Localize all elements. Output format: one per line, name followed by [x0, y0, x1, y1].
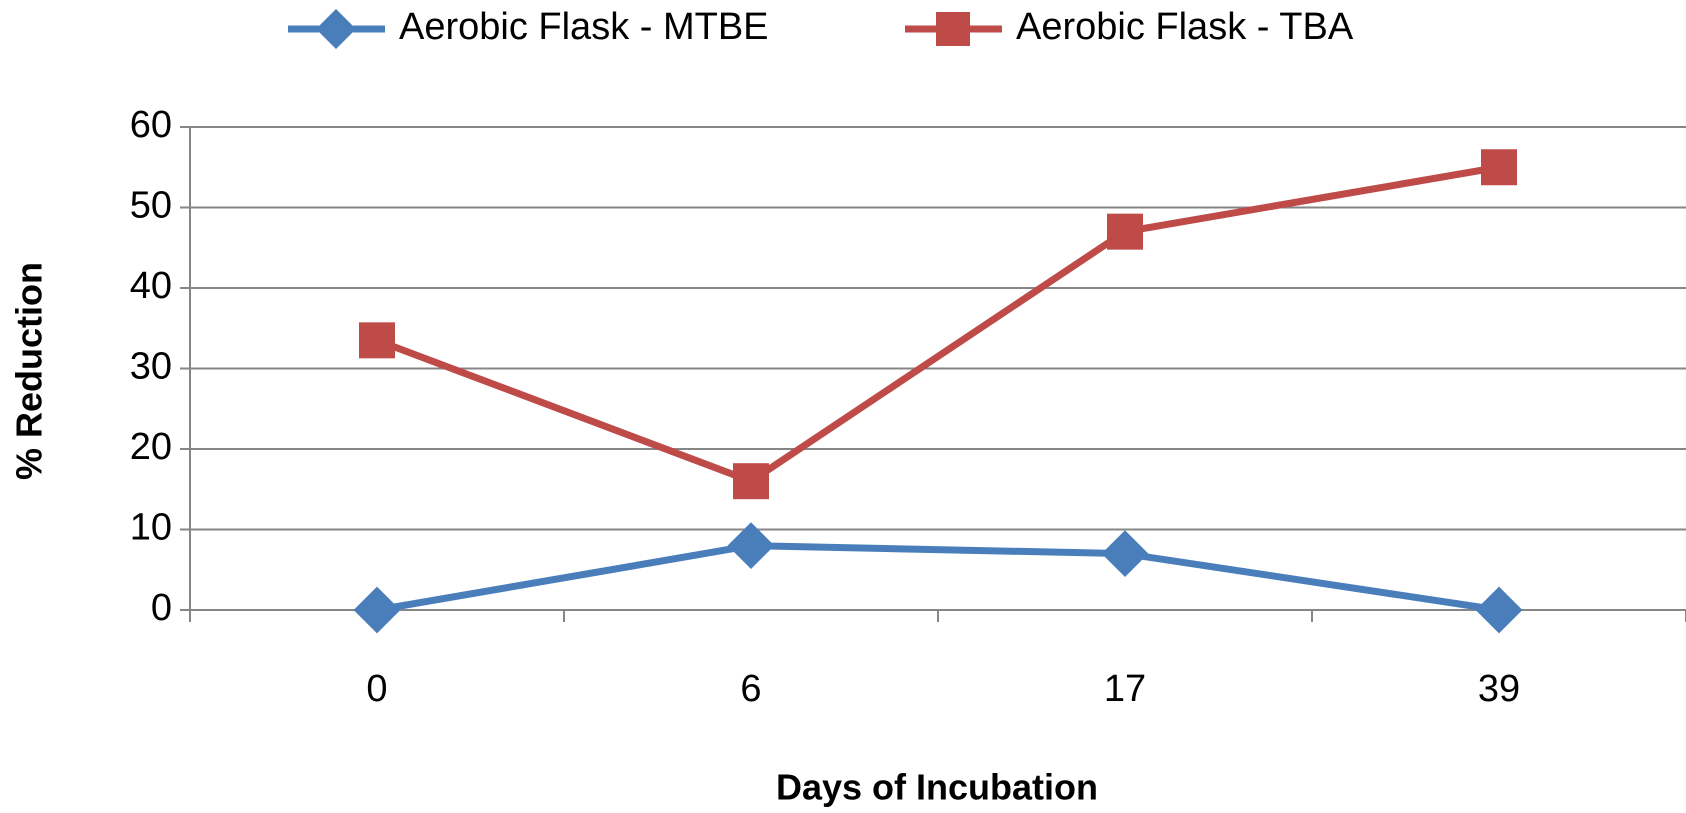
- legend-label: Aerobic Flask - MTBE: [399, 6, 769, 48]
- marker: [733, 463, 769, 500]
- y-tick-label: 50: [130, 185, 172, 227]
- series-line: [375, 163, 1500, 485]
- x-tick-label: 0: [366, 668, 387, 710]
- x-axis-label: Days of Incubation: [776, 767, 1098, 808]
- marker: [353, 586, 401, 634]
- y-tick-label: 20: [130, 426, 172, 468]
- marker: [1481, 149, 1517, 186]
- y-tick-label: 40: [130, 265, 172, 307]
- y-tick-label: 0: [151, 587, 172, 629]
- y-tick-label: 60: [130, 104, 172, 146]
- marker: [1475, 586, 1523, 634]
- marker: [359, 322, 395, 359]
- legend-marker: [936, 12, 970, 46]
- y-tick-label: 10: [130, 507, 172, 549]
- x-tick-label: 6: [740, 668, 761, 710]
- marker: [1101, 530, 1149, 578]
- marker: [727, 522, 775, 569]
- marker: [1107, 213, 1143, 250]
- x-tick-label: 39: [1478, 668, 1520, 710]
- y-axis-label: % Reduction: [9, 262, 50, 480]
- legend-label: Aerobic Flask - TBA: [1016, 6, 1354, 48]
- legend-marker: [316, 9, 356, 49]
- x-tick-label: 17: [1104, 668, 1146, 710]
- series-line: [376, 542, 1500, 614]
- y-tick-label: 30: [130, 346, 172, 388]
